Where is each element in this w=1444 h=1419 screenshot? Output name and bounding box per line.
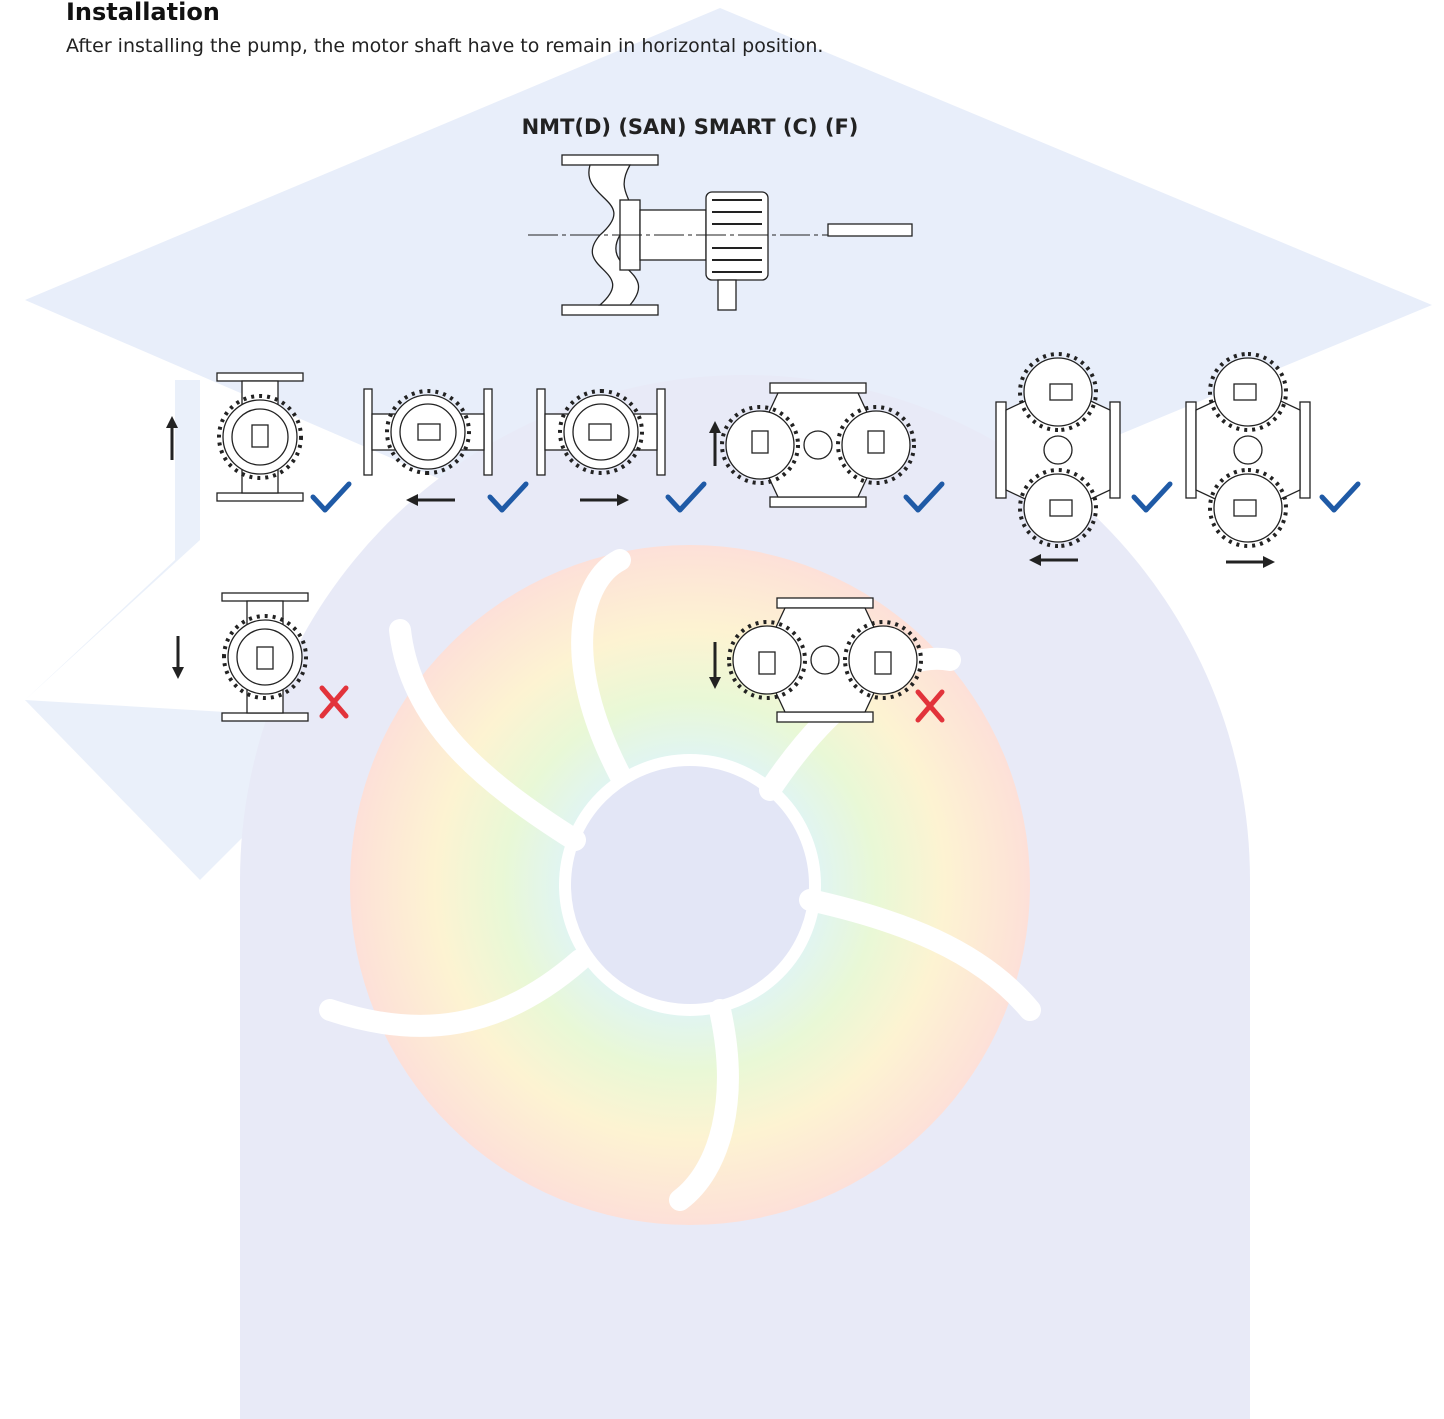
arrow-head [1029,554,1041,566]
title: Installation [66,0,220,26]
arrow-head [406,494,418,506]
cross [915,689,945,723]
arrow-head [166,416,178,428]
pump-side-view [528,154,913,316]
arrow-head [172,667,184,679]
arrow-head [709,421,721,433]
subtitle: After installing the pump, the motor sha… [66,35,823,57]
check [1319,481,1361,513]
watermark-blades [319,549,1041,1211]
figure-title: NMT(D) (SAN) SMART (C) (F) [522,115,859,139]
check [487,481,529,513]
cross [319,685,349,719]
arrow-head [709,677,721,689]
check [310,481,352,513]
watermark-hub [559,754,821,1016]
arrow-head [1263,556,1275,568]
check [665,481,707,513]
check [903,481,945,513]
arrow-head [617,494,629,506]
check [1131,481,1173,513]
